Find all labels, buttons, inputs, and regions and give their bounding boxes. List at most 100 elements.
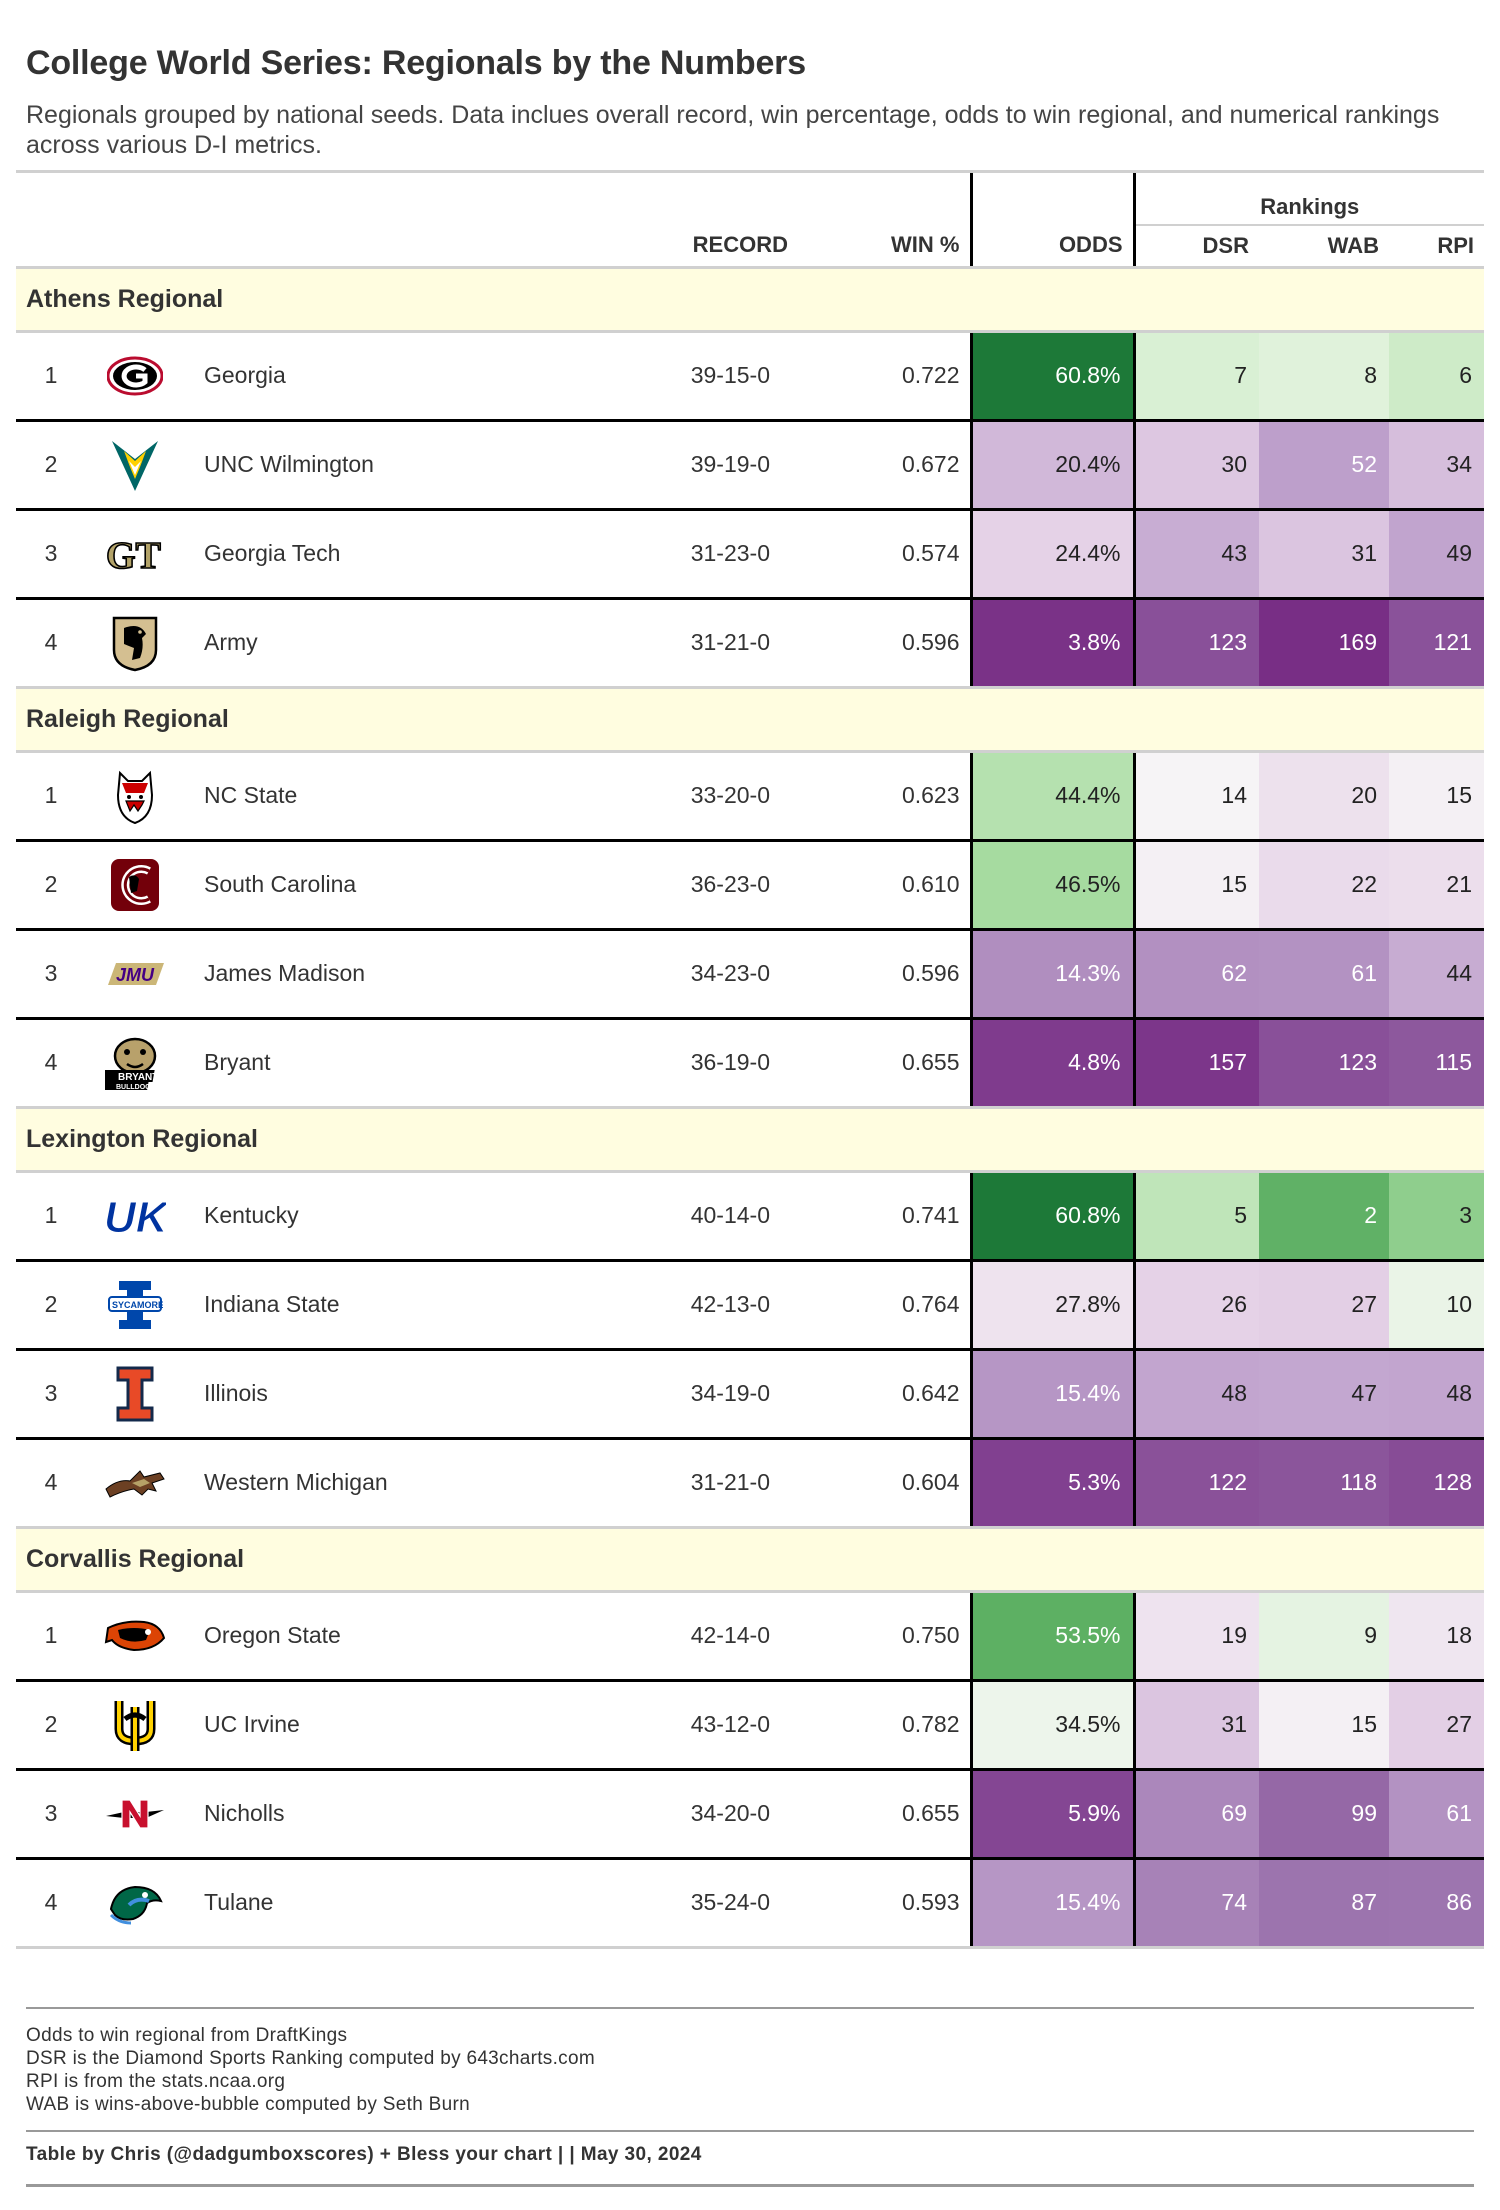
- odds-cell: 14.3%: [969, 929, 1134, 1020]
- rpi-cell: 115: [1389, 1018, 1484, 1109]
- team-row: 1 UK Kentucky 40-14-0 0.741 60.8% 5 2 3: [16, 1171, 1484, 1262]
- wab-cell: 87: [1259, 1858, 1389, 1949]
- win-pct-cell: 0.642: [806, 1349, 971, 1440]
- south-carolina-logo: [100, 855, 170, 915]
- win-pct-cell: 0.741: [806, 1171, 971, 1262]
- wab-cell: 52: [1259, 420, 1389, 511]
- team-name-cell: Tulane: [186, 1858, 646, 1949]
- logo-cell: BRYANT BULLDOGS: [86, 1018, 186, 1109]
- odds-cell: 44.4%: [969, 751, 1134, 842]
- logo-cell: UK: [86, 1171, 186, 1262]
- group-label: Corvallis Regional: [16, 1527, 1484, 1593]
- win-pct-cell: 0.574: [806, 509, 971, 600]
- dsr-cell: 30: [1132, 420, 1259, 511]
- header-odds: ODDS: [969, 225, 1134, 269]
- wab-cell: 2: [1259, 1171, 1389, 1262]
- tulane-logo: [100, 1873, 170, 1933]
- logo-cell: [86, 1769, 186, 1860]
- record-cell: 31-21-0: [646, 598, 806, 689]
- team-row: 4 Western Michigan 31-21-0 0.604 5.3% 122 118 1…: [16, 1438, 1484, 1529]
- dsr-cell: 15: [1132, 840, 1259, 931]
- win-pct-cell: 0.672: [806, 420, 971, 511]
- header-wab: WAB: [1259, 225, 1389, 269]
- rpi-cell: 61: [1389, 1769, 1484, 1860]
- record-cell: 33-20-0: [646, 751, 806, 842]
- team-row: 1 NC State 33-20-0 0.623 44.4% 14 20 15: [16, 751, 1484, 842]
- team-name-cell: James Madison: [186, 929, 646, 1020]
- odds-cell: 53.5%: [969, 1591, 1134, 1682]
- source-notes: Odds to win regional from DraftKings DSR…: [26, 2024, 595, 2116]
- record-cell: 34-19-0: [646, 1349, 806, 1440]
- team-row: 2 South Carolina 36-23-0 0.610 46.5% 15 22 21: [16, 840, 1484, 931]
- seed-cell: 3: [16, 1769, 86, 1860]
- seed-cell: 3: [16, 1349, 86, 1440]
- svg-text:JMU: JMU: [116, 965, 155, 985]
- logo-cell: [86, 598, 186, 689]
- oregon-state-logo: [100, 1606, 170, 1666]
- bottom-rule: [26, 2184, 1474, 2187]
- header-dsr: DSR: [1132, 225, 1259, 269]
- rpi-cell: 34: [1389, 420, 1484, 511]
- odds-cell: 27.8%: [969, 1260, 1134, 1351]
- odds-cell: 20.4%: [969, 420, 1134, 511]
- wab-cell: 61: [1259, 929, 1389, 1020]
- odds-cell: 4.8%: [969, 1018, 1134, 1109]
- win-pct-cell: 0.655: [806, 1769, 971, 1860]
- dsr-cell: 7: [1132, 331, 1259, 422]
- group-label: Lexington Regional: [16, 1107, 1484, 1173]
- dsr-cell: 74: [1132, 1858, 1259, 1949]
- team-row: 4 BRYANT BULLDOGS Bryant 36-19-0 0.655 4.8% 157…: [16, 1018, 1484, 1109]
- rpi-cell: 121: [1389, 598, 1484, 689]
- header-record: RECORD: [646, 225, 806, 269]
- team-name-cell: Oregon State: [186, 1591, 646, 1682]
- seed-cell: 1: [16, 331, 86, 422]
- record-cell: 31-21-0: [646, 1438, 806, 1529]
- team-row: 2 UC Irvine 43-12-0 0.782 34.5% 31 15 27: [16, 1680, 1484, 1771]
- dsr-cell: 19: [1132, 1591, 1259, 1682]
- seed-cell: 2: [16, 1680, 86, 1771]
- rpi-cell: 15: [1389, 751, 1484, 842]
- dsr-cell: 14: [1132, 751, 1259, 842]
- note-line: WAB is wins-above-bubble computed by Set…: [26, 2094, 470, 2115]
- dsr-cell: 157: [1132, 1018, 1259, 1109]
- team-row: 1 Oregon State 42-14-0 0.750 53.5% 19 9 18: [16, 1591, 1484, 1682]
- team-row: 3 GT Georgia Tech 31-23-0 0.574 24.4% 43 31 49: [16, 509, 1484, 600]
- logo-cell: [86, 1858, 186, 1949]
- team-name-cell: Illinois: [186, 1349, 646, 1440]
- wab-cell: 123: [1259, 1018, 1389, 1109]
- logo-cell: SYCAMORES: [86, 1260, 186, 1351]
- record-cell: 43-12-0: [646, 1680, 806, 1771]
- page-subtitle: Regionals grouped by national seeds. Dat…: [26, 101, 1440, 159]
- logo-cell: [86, 1680, 186, 1771]
- logo-cell: JMU: [86, 929, 186, 1020]
- win-pct-cell: 0.764: [806, 1260, 971, 1351]
- seed-cell: 2: [16, 420, 86, 511]
- rpi-cell: 10: [1389, 1260, 1484, 1351]
- win-pct-cell: 0.782: [806, 1680, 971, 1771]
- record-cell: 35-24-0: [646, 1858, 806, 1949]
- note-line: RPI is from the stats.ncaa.org: [26, 2071, 286, 2092]
- odds-cell: 15.4%: [969, 1858, 1134, 1949]
- seed-cell: 2: [16, 1260, 86, 1351]
- seed-cell: 1: [16, 1591, 86, 1682]
- dsr-cell: 31: [1132, 1680, 1259, 1771]
- record-cell: 34-20-0: [646, 1769, 806, 1860]
- win-pct-cell: 0.593: [806, 1858, 971, 1949]
- logo-cell: [86, 420, 186, 511]
- record-cell: 39-19-0: [646, 420, 806, 511]
- team-row: 4 Army 31-21-0 0.596 3.8% 123 169 121: [16, 598, 1484, 689]
- georgia-logo: [100, 346, 170, 406]
- team-row: 2 UNC Wilmington 39-19-0 0.672 20.4% 30 52 34: [16, 420, 1484, 511]
- team-name-cell: UC Irvine: [186, 1680, 646, 1771]
- team-name-cell: Western Michigan: [186, 1438, 646, 1529]
- record-cell: 42-13-0: [646, 1260, 806, 1351]
- wab-cell: 99: [1259, 1769, 1389, 1860]
- logo-cell: GT: [86, 509, 186, 600]
- table-body: Athens Regional 1 Georgia 39-15-0 0.722 60.8%…: [16, 267, 1484, 1949]
- unc-wilmington-logo: [100, 435, 170, 495]
- wab-cell: 47: [1259, 1349, 1389, 1440]
- seed-cell: 4: [16, 1018, 86, 1109]
- rpi-cell: 27: [1389, 1680, 1484, 1771]
- wab-cell: 27: [1259, 1260, 1389, 1351]
